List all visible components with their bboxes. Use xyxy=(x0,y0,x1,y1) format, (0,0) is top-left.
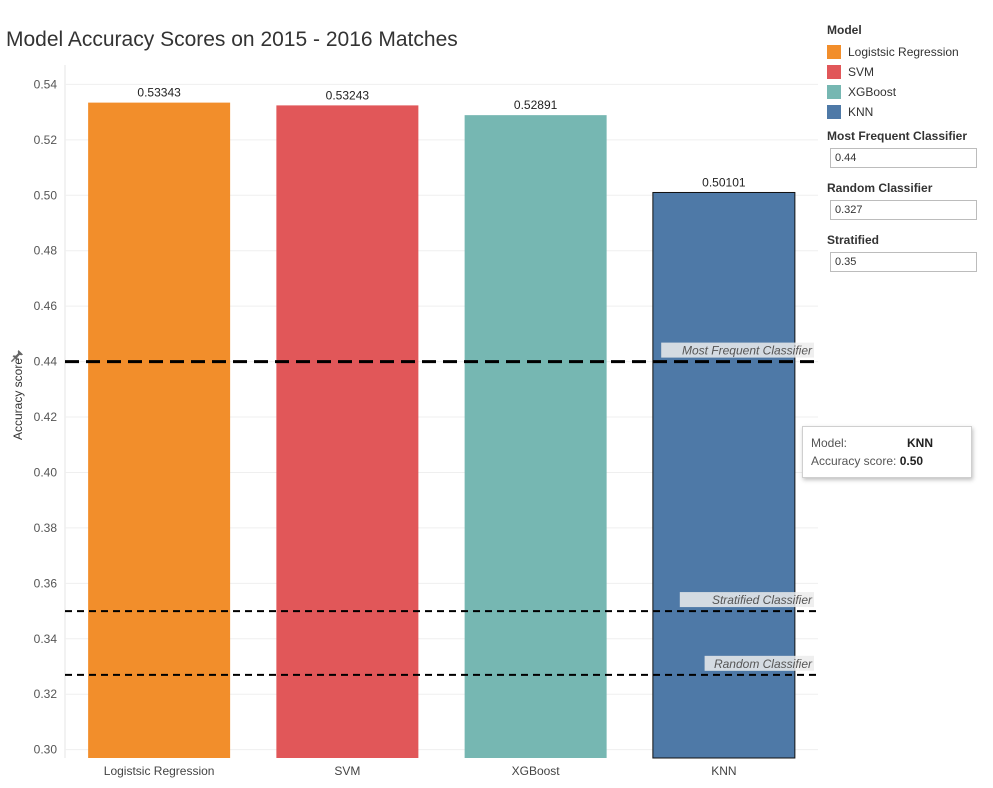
y-tick-label: 0.44 xyxy=(34,355,58,369)
bar xyxy=(276,105,419,758)
legend-items: Logistsic Regression SVM XGBoost KNN xyxy=(827,42,959,122)
reference-label-bg xyxy=(661,342,814,358)
legend: Model Logistsic Regression SVM XGBoost KNN xyxy=(827,23,959,122)
chart-title: Model Accuracy Scores on 2015 - 2016 Mat… xyxy=(6,28,458,51)
y-tick-label: 0.54 xyxy=(34,77,58,91)
legend-title: Model xyxy=(827,23,862,37)
legend-item[interactable]: SVM xyxy=(827,62,959,82)
legend-swatch xyxy=(827,85,841,99)
bar-value-label: 0.53343 xyxy=(137,86,181,100)
y-tick-label: 0.32 xyxy=(34,687,58,701)
bar xyxy=(652,191,796,759)
reference-label: Random Classifier xyxy=(714,657,813,671)
tooltip-score-key: Accuracy score: xyxy=(811,454,897,468)
y-tick-label: 0.40 xyxy=(34,465,58,479)
x-tick-label: SVM xyxy=(334,764,360,778)
stratified-input[interactable]: 0.35 xyxy=(830,252,977,272)
param-stratified: Stratified 0.35 xyxy=(827,233,977,272)
bars: 0.53343 0.53243 0.52891 0.50101 xyxy=(88,86,796,759)
legend-item[interactable]: XGBoost xyxy=(827,82,959,102)
y-axis: 0.30 0.32 0.34 0.36 0.38 0.40 0.42 0.44 0.46 0.48… xyxy=(34,77,58,756)
y-tick-label: 0.38 xyxy=(34,521,58,535)
bar-value-label: 0.52891 xyxy=(514,98,558,112)
y-tick-label: 0.30 xyxy=(34,743,58,757)
legend-swatch xyxy=(827,65,841,79)
y-tick-label: 0.34 xyxy=(34,632,58,646)
legend-label: SVM xyxy=(848,65,875,79)
reference-label-bg xyxy=(704,655,814,671)
reference-label: Stratified Classifier xyxy=(712,593,813,607)
x-tick-label: XGBoost xyxy=(512,764,561,778)
reference-label: Most Frequent Classifier xyxy=(682,344,813,358)
bar-value-label: 0.50101 xyxy=(702,175,746,189)
bar xyxy=(464,115,607,758)
legend-label: XGBoost xyxy=(848,85,897,99)
y-tick-label: 0.36 xyxy=(34,576,58,590)
tooltip-score-value: 0.50 xyxy=(899,454,924,468)
bar xyxy=(88,102,231,759)
param-most-frequent: Most Frequent Classifier 0.44 xyxy=(827,129,977,168)
param-label: Most Frequent Classifier xyxy=(827,129,968,143)
pin-icon[interactable] xyxy=(10,349,24,363)
tooltip-model-key: Model: xyxy=(811,436,848,450)
y-tick-label: 0.50 xyxy=(34,188,58,202)
param-label: Random Classifier xyxy=(827,181,933,195)
y-tick-label: 0.46 xyxy=(34,299,58,313)
most-frequent-input[interactable]: 0.44 xyxy=(830,148,977,168)
reference-label-bg xyxy=(679,592,814,608)
y-tick-label: 0.42 xyxy=(34,410,58,424)
legend-item[interactable]: KNN xyxy=(827,102,959,122)
param-label: Stratified xyxy=(827,233,880,247)
reference-lines: Most Frequent Classifier Stratified Class… xyxy=(65,342,818,676)
x-axis: Logistsic Regression SVM XGBoost KNN xyxy=(104,764,737,778)
y-tick-label: 0.48 xyxy=(34,244,58,258)
tooltip-model-value: KNN xyxy=(907,436,933,450)
legend-label: KNN xyxy=(848,105,874,119)
legend-label: Logistsic Regression xyxy=(848,45,959,59)
x-tick-label: KNN xyxy=(711,764,736,778)
y-axis-label: Accuracy score xyxy=(11,357,25,441)
x-tick-label: Logistsic Regression xyxy=(104,764,215,778)
random-classifier-input[interactable]: 0.327 xyxy=(830,200,977,220)
legend-swatch xyxy=(827,45,841,59)
y-tick-label: 0.52 xyxy=(34,133,58,147)
tooltip: Model: KNN Accuracy score: 0.50 xyxy=(802,426,972,478)
legend-item[interactable]: Logistsic Regression xyxy=(827,42,959,62)
bar-value-label: 0.53243 xyxy=(326,88,370,102)
legend-swatch xyxy=(827,105,841,119)
param-random: Random Classifier 0.327 xyxy=(827,181,977,220)
